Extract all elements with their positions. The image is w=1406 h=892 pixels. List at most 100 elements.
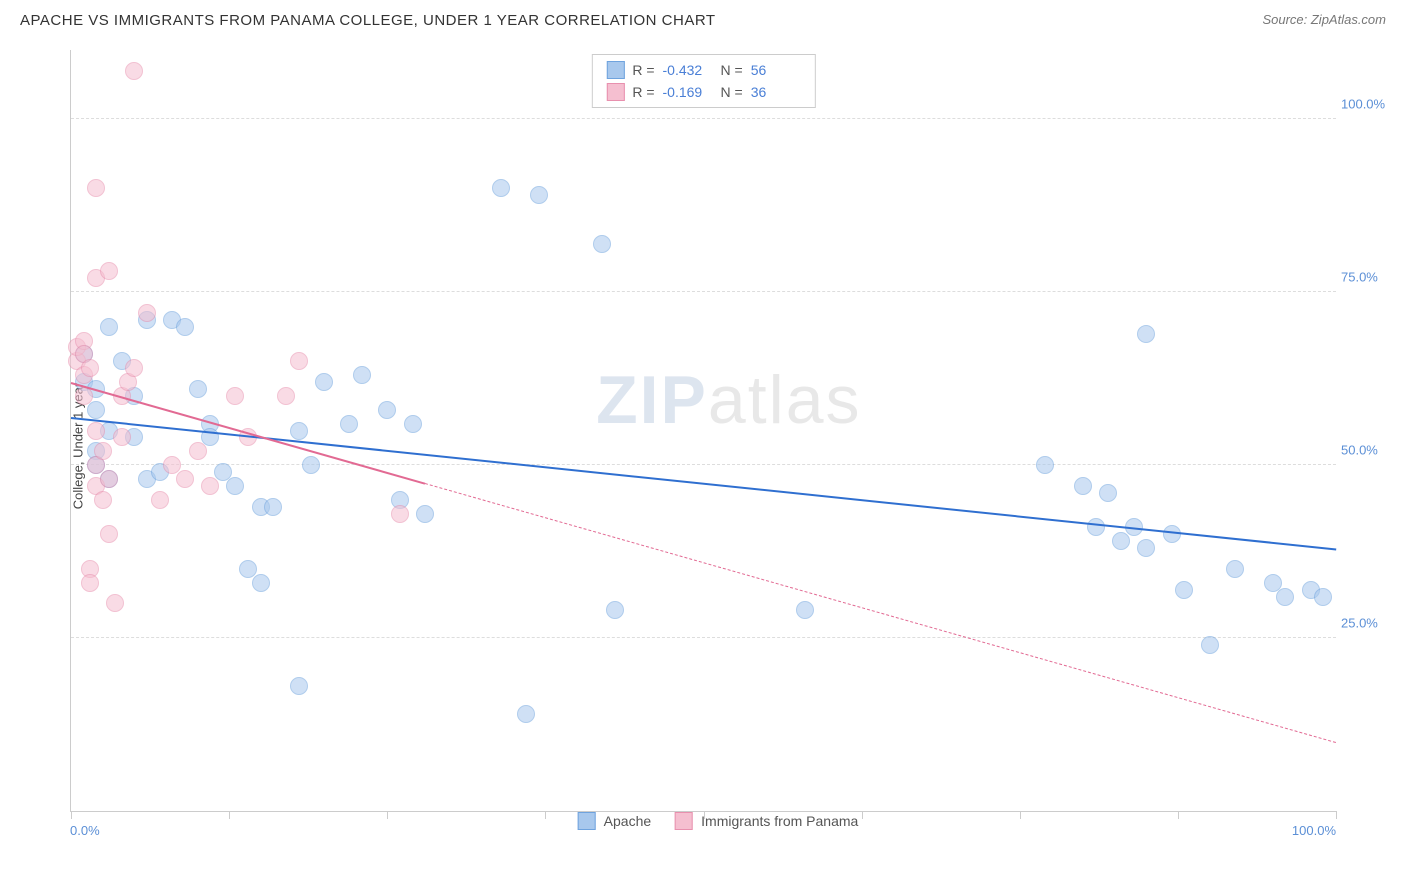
legend-swatch bbox=[606, 61, 624, 79]
data-point bbox=[1175, 581, 1193, 599]
data-point bbox=[606, 601, 624, 619]
data-point bbox=[404, 415, 422, 433]
source-link[interactable]: ZipAtlas.com bbox=[1311, 12, 1386, 27]
data-point bbox=[315, 373, 333, 391]
n-label: N = bbox=[721, 62, 743, 78]
r-label: R = bbox=[632, 84, 654, 100]
x-tick bbox=[1336, 811, 1337, 819]
data-point bbox=[290, 422, 308, 440]
x-tick bbox=[229, 811, 230, 819]
data-point bbox=[290, 677, 308, 695]
data-point bbox=[94, 491, 112, 509]
y-tick-label: 75.0% bbox=[1341, 270, 1386, 285]
data-point bbox=[1276, 588, 1294, 606]
data-point bbox=[226, 477, 244, 495]
data-point bbox=[416, 505, 434, 523]
n-value: 56 bbox=[751, 62, 801, 78]
x-tick bbox=[545, 811, 546, 819]
x-tick bbox=[1178, 811, 1179, 819]
data-point bbox=[252, 574, 270, 592]
y-tick-label: 25.0% bbox=[1341, 616, 1386, 631]
legend-stat-row: R = -0.169 N = 36 bbox=[592, 81, 814, 103]
data-point bbox=[391, 505, 409, 523]
gridline bbox=[71, 637, 1336, 638]
y-tick-label: 50.0% bbox=[1341, 443, 1386, 458]
data-point bbox=[81, 574, 99, 592]
data-point bbox=[1201, 636, 1219, 654]
legend-swatch bbox=[606, 83, 624, 101]
data-point bbox=[106, 594, 124, 612]
n-label: N = bbox=[721, 84, 743, 100]
chart-title: APACHE VS IMMIGRANTS FROM PANAMA COLLEGE… bbox=[20, 12, 716, 29]
data-point bbox=[264, 498, 282, 516]
legend-item[interactable]: Immigrants from Panama bbox=[675, 812, 858, 830]
data-point bbox=[1112, 532, 1130, 550]
watermark: ZIPatlas bbox=[596, 361, 861, 439]
legend-label: Apache bbox=[604, 813, 651, 829]
legend-series: Apache Immigrants from Panama bbox=[578, 812, 859, 830]
data-point bbox=[1137, 325, 1155, 343]
x-axis-label: 0.0% bbox=[70, 823, 100, 838]
data-point bbox=[201, 477, 219, 495]
data-point bbox=[226, 387, 244, 405]
data-point bbox=[176, 470, 194, 488]
gridline bbox=[71, 118, 1336, 119]
source-prefix: Source: bbox=[1262, 12, 1310, 27]
x-axis-label: 100.0% bbox=[1292, 823, 1336, 838]
data-point bbox=[100, 470, 118, 488]
data-point bbox=[378, 401, 396, 419]
x-tick bbox=[71, 811, 72, 819]
x-tick bbox=[862, 811, 863, 819]
data-point bbox=[138, 304, 156, 322]
data-point bbox=[176, 318, 194, 336]
n-value: 36 bbox=[751, 84, 801, 100]
data-point bbox=[87, 179, 105, 197]
r-value: -0.169 bbox=[663, 84, 713, 100]
data-point bbox=[1314, 588, 1332, 606]
x-tick bbox=[1020, 811, 1021, 819]
data-point bbox=[151, 491, 169, 509]
r-label: R = bbox=[632, 62, 654, 78]
data-point bbox=[100, 318, 118, 336]
data-point bbox=[113, 428, 131, 446]
legend-item[interactable]: Apache bbox=[578, 812, 651, 830]
data-point bbox=[189, 442, 207, 460]
data-point bbox=[353, 366, 371, 384]
data-point bbox=[81, 359, 99, 377]
data-point bbox=[302, 456, 320, 474]
watermark-atlas: atlas bbox=[708, 362, 862, 438]
data-point bbox=[593, 235, 611, 253]
data-point bbox=[87, 401, 105, 419]
data-point bbox=[517, 705, 535, 723]
legend-swatch bbox=[578, 812, 596, 830]
r-value: -0.432 bbox=[663, 62, 713, 78]
data-point bbox=[100, 262, 118, 280]
data-point bbox=[189, 380, 207, 398]
trend-line bbox=[425, 483, 1336, 743]
data-point bbox=[290, 352, 308, 370]
legend-label: Immigrants from Panama bbox=[701, 813, 858, 829]
plot-area: ZIPatlas R =-0.432N =56R =-0.169N =36 25… bbox=[70, 50, 1336, 812]
data-point bbox=[1226, 560, 1244, 578]
data-point bbox=[530, 186, 548, 204]
data-point bbox=[87, 422, 105, 440]
legend-stats: R = -0.432 N = 56 R = -0.169 N = 36 bbox=[591, 54, 815, 108]
chart-container: College, Under 1 year ZIPatlas R =-0.432… bbox=[50, 50, 1386, 842]
data-point bbox=[492, 179, 510, 197]
gridline bbox=[71, 464, 1336, 465]
data-point bbox=[277, 387, 295, 405]
data-point bbox=[1137, 539, 1155, 557]
data-point bbox=[340, 415, 358, 433]
data-point bbox=[125, 62, 143, 80]
data-point bbox=[94, 442, 112, 460]
watermark-zip: ZIP bbox=[596, 362, 708, 438]
data-point bbox=[125, 359, 143, 377]
source-attribution: Source: ZipAtlas.com bbox=[1262, 12, 1386, 29]
data-point bbox=[1099, 484, 1117, 502]
gridline bbox=[71, 291, 1336, 292]
data-point bbox=[1036, 456, 1054, 474]
data-point bbox=[1087, 518, 1105, 536]
legend-swatch bbox=[675, 812, 693, 830]
data-point bbox=[796, 601, 814, 619]
data-point bbox=[1163, 525, 1181, 543]
